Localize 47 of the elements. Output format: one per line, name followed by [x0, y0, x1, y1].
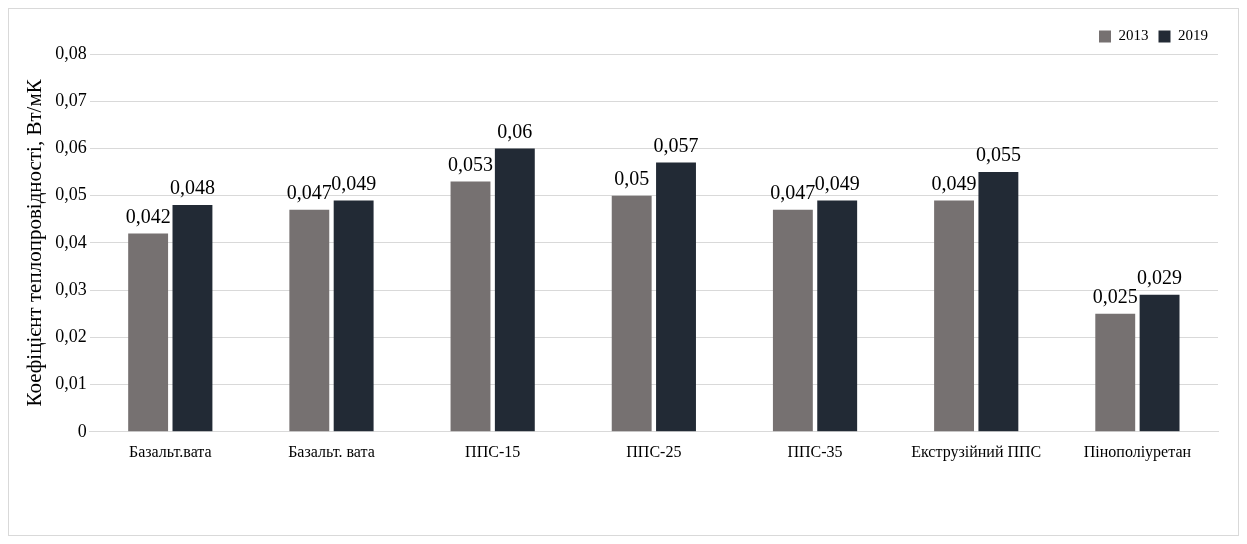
- data-label: 0,048: [169, 176, 215, 199]
- x-tick-label: ППС-35: [787, 442, 843, 460]
- x-tick-label: ППС-15: [465, 442, 521, 460]
- y-tick-label: 0,08: [55, 42, 87, 63]
- bar: [978, 172, 1019, 432]
- y-tick-label: 0,06: [55, 137, 87, 158]
- bar: [656, 162, 696, 432]
- data-label: 0,047: [286, 181, 332, 204]
- data-label: 0,025: [1092, 284, 1138, 307]
- y-tick-label: 0: [77, 420, 87, 441]
- bar: [817, 200, 858, 432]
- x-tick-label: Базальт.вата: [128, 442, 212, 460]
- data-label: 0,049: [331, 171, 377, 194]
- bar: [772, 209, 813, 432]
- bar: [934, 200, 975, 432]
- bar: [289, 209, 330, 432]
- y-tick-label: 0,02: [55, 326, 87, 347]
- data-label: 0,06: [497, 119, 533, 142]
- data-label: 0,057: [653, 133, 699, 156]
- bar: [1095, 313, 1136, 432]
- legend-label: 2019: [1178, 27, 1208, 44]
- x-tick-label: Пінополіуретан: [1083, 442, 1192, 461]
- bar: [172, 205, 213, 432]
- bar: [333, 200, 374, 432]
- data-label: 0,049: [931, 171, 977, 194]
- data-label: 0,029: [1137, 266, 1183, 289]
- bar: [1139, 294, 1180, 432]
- data-label: 0,047: [770, 181, 816, 204]
- legend-label: 2013: [1118, 27, 1149, 44]
- bar: [494, 148, 535, 432]
- data-label: 0,05: [614, 166, 650, 189]
- y-tick-label: 0,07: [55, 89, 87, 110]
- y-tick-label: 0,05: [55, 184, 87, 205]
- data-label: 0,042: [125, 204, 171, 227]
- x-tick-label: Екструзійний ППС: [911, 442, 1042, 461]
- bar: [450, 181, 491, 432]
- data-label: 0,053: [448, 152, 493, 175]
- bar: [128, 233, 169, 432]
- x-tick-label: Базальт. вата: [288, 442, 375, 460]
- x-tick-label: ППС-25: [626, 442, 682, 460]
- y-axis-title: Коефіцієнт теплопровідності, Вт/мК: [22, 78, 47, 407]
- data-label: 0,055: [975, 143, 1021, 166]
- y-tick-label: 0,01: [55, 373, 87, 394]
- data-label: 0,049: [814, 171, 860, 194]
- bar: [611, 195, 652, 432]
- y-tick-label: 0,04: [55, 231, 87, 252]
- y-tick-label: 0,03: [55, 278, 87, 299]
